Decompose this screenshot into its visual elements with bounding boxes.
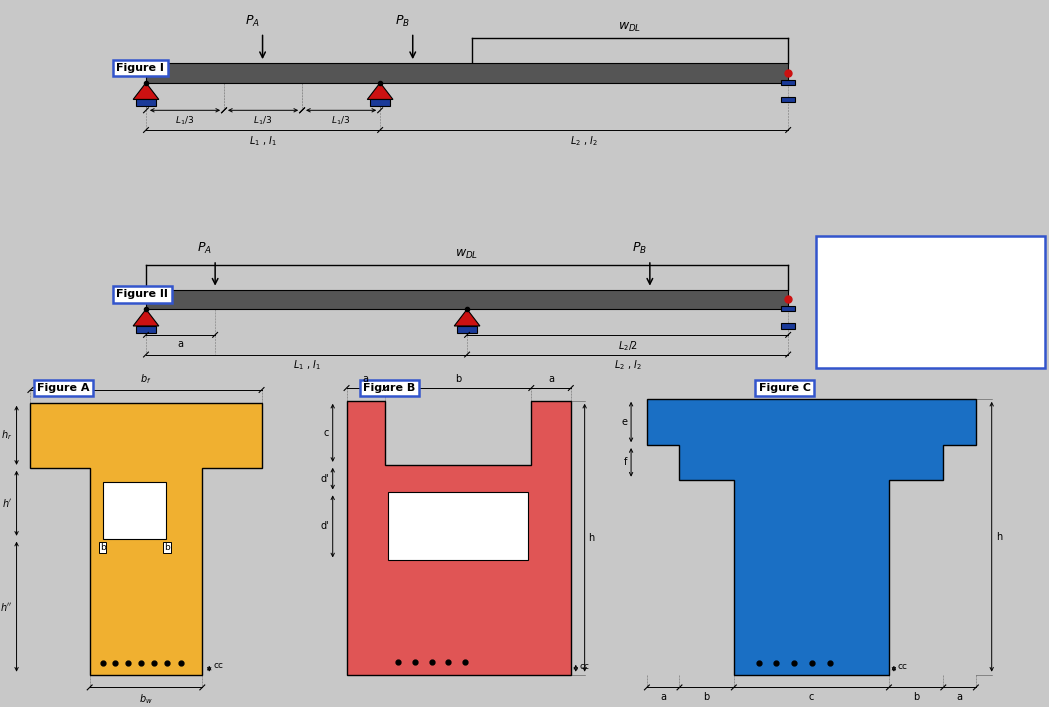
Text: a: a (660, 692, 666, 702)
Text: d': d' (320, 521, 328, 532)
Polygon shape (370, 100, 390, 106)
Polygon shape (133, 309, 158, 326)
Text: For figures A to C:: For figures A to C: (828, 248, 942, 258)
Text: $b_w$: $b_w$ (140, 692, 153, 706)
Polygon shape (133, 83, 158, 100)
Text: f: f (624, 457, 627, 467)
Polygon shape (782, 323, 795, 329)
Text: cc: cc (213, 661, 223, 670)
Polygon shape (346, 401, 571, 674)
Text: d': d' (320, 474, 328, 484)
Text: $L_2$ , $I_2$: $L_2$ , $I_2$ (614, 358, 642, 373)
FancyBboxPatch shape (816, 236, 1045, 368)
Text: $L_1$ , $I_1$: $L_1$ , $I_1$ (293, 358, 320, 373)
Text: $P_A$: $P_A$ (197, 241, 212, 256)
Text: $L_1/3$: $L_1/3$ (254, 115, 273, 127)
Text: b: b (100, 543, 105, 551)
Polygon shape (104, 481, 166, 539)
Text: a: a (177, 339, 184, 349)
Text: $L_1/3$: $L_1/3$ (331, 115, 350, 127)
Text: $P_A$: $P_A$ (244, 13, 259, 28)
Polygon shape (782, 306, 795, 311)
Text: b: b (704, 692, 710, 702)
Text: $P_B$: $P_B$ (394, 13, 410, 28)
Text: $h'$: $h'$ (2, 497, 13, 509)
Polygon shape (457, 326, 477, 333)
Text: $w_{DL}$: $w_{DL}$ (619, 21, 642, 35)
Polygon shape (647, 399, 976, 674)
Text: cc: cc (580, 662, 590, 671)
Text: Figure C: Figure C (758, 383, 811, 393)
Text: b: b (164, 543, 170, 551)
Text: $b_f$: $b_f$ (141, 373, 152, 386)
Polygon shape (136, 100, 156, 106)
Text: $h''$: $h''$ (0, 601, 13, 613)
Text: Figure A: Figure A (38, 383, 90, 393)
Text: h: h (996, 532, 1002, 542)
Text: c: c (323, 428, 328, 438)
Text: e: e (621, 417, 627, 427)
Text: a: a (363, 374, 369, 384)
Polygon shape (782, 97, 795, 103)
Text: The number of bars are
just representations. Use
the number of bars and
bar diam: The number of bars are just representati… (828, 264, 954, 342)
Text: b: b (455, 374, 462, 384)
Text: c: c (809, 692, 814, 702)
Text: Figure B: Figure B (363, 383, 415, 393)
Text: b: b (913, 692, 919, 702)
Text: $w_{DL}$: $w_{DL}$ (455, 248, 478, 261)
Text: a: a (548, 374, 554, 384)
Text: Figure I: Figure I (116, 63, 165, 73)
Polygon shape (146, 290, 788, 309)
Polygon shape (454, 309, 480, 326)
Text: $L_2$ , $I_2$: $L_2$ , $I_2$ (571, 134, 598, 148)
Text: $L_1/3$: $L_1/3$ (175, 115, 195, 127)
Polygon shape (388, 492, 529, 561)
Text: $h_r$: $h_r$ (1, 428, 13, 442)
Text: h: h (588, 532, 595, 543)
Polygon shape (367, 83, 393, 100)
Text: a: a (957, 692, 963, 702)
Polygon shape (30, 403, 261, 674)
Polygon shape (136, 326, 156, 333)
Polygon shape (146, 63, 788, 83)
Text: $P_B$: $P_B$ (631, 241, 647, 256)
Text: cc: cc (898, 662, 907, 671)
Text: $L_2/2$: $L_2/2$ (618, 339, 638, 353)
Text: $L_1$ , $I_1$: $L_1$ , $I_1$ (249, 134, 277, 148)
Polygon shape (782, 80, 795, 85)
Text: Figure II: Figure II (116, 289, 168, 300)
